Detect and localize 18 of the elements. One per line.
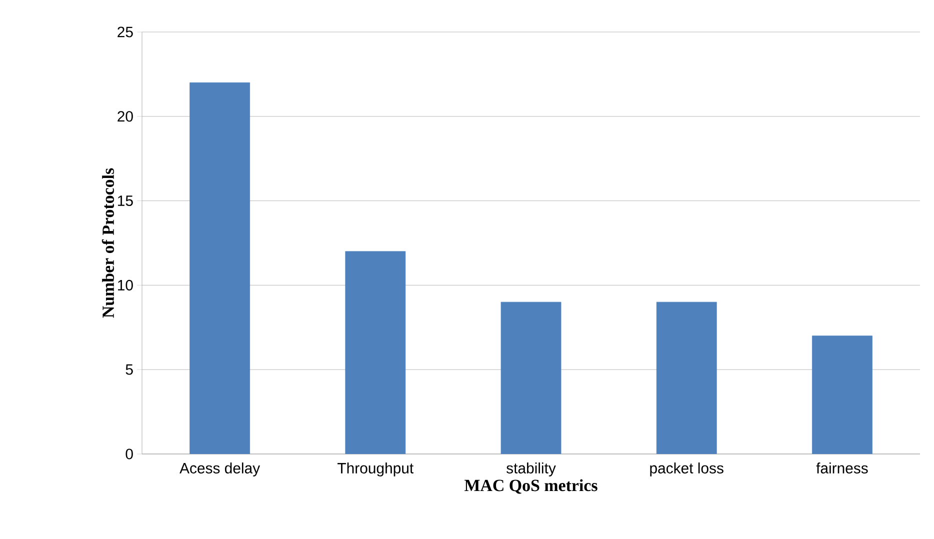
x-tick-label: stability xyxy=(506,462,556,476)
x-tick-label: packet loss xyxy=(650,462,724,476)
y-tick-label: 10 xyxy=(118,280,133,290)
y-tick-label: 25 xyxy=(118,26,133,38)
bar xyxy=(345,251,406,454)
y-tick-label: 15 xyxy=(118,196,133,206)
x-tick-label: fairness xyxy=(816,462,868,474)
x-tick-label: Throughput xyxy=(338,462,414,476)
x-tick-label: Acess delay xyxy=(180,462,260,476)
y-tick-label: 20 xyxy=(118,111,133,122)
y-tick-label: 0 xyxy=(126,448,133,460)
bar xyxy=(656,302,717,454)
y-axis-title: Number of Protocols xyxy=(102,168,114,318)
x-axis-title: MAC QoS metrics xyxy=(464,479,598,494)
bar xyxy=(500,302,562,454)
bar xyxy=(812,336,872,454)
bar xyxy=(190,82,250,454)
y-tick-label: 5 xyxy=(126,364,133,375)
